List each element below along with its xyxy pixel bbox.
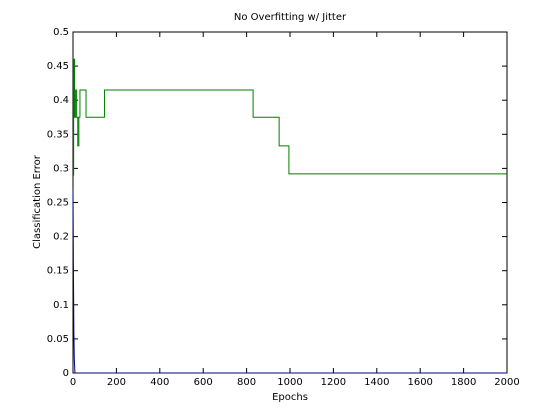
chart-title: No Overfitting w/ Jitter xyxy=(234,12,347,23)
y-tick-label: 0.1 xyxy=(53,300,69,311)
x-tick-label: 1200 xyxy=(321,377,346,388)
x-axis-label: Epochs xyxy=(272,392,308,403)
x-tick-label: 800 xyxy=(237,377,256,388)
y-tick-label: 0.25 xyxy=(47,198,69,209)
x-tick-label: 200 xyxy=(107,377,126,388)
y-axis-label: Classification Error xyxy=(32,154,43,249)
y-tick-label: 0.4 xyxy=(53,95,69,106)
x-tick-label: 400 xyxy=(150,377,169,388)
plot-area xyxy=(72,31,508,374)
x-tick-label: 1600 xyxy=(407,377,432,388)
x-tick-label: 600 xyxy=(194,377,213,388)
y-tick-label: 0.5 xyxy=(53,27,69,38)
data-line xyxy=(73,58,507,176)
y-tick-label: 0.35 xyxy=(47,129,69,140)
y-tick-label: 0.45 xyxy=(47,61,69,72)
y-tick-label: 0.3 xyxy=(53,163,69,174)
x-tick-label: 1400 xyxy=(364,377,389,388)
y-tick-label: 0.2 xyxy=(53,232,69,243)
x-tick-label: 1000 xyxy=(277,377,302,388)
data-line xyxy=(72,188,507,374)
x-tick-label: 0 xyxy=(70,377,76,388)
y-tick-label: 0.15 xyxy=(47,266,69,277)
x-tick-label: 1800 xyxy=(451,377,476,388)
x-tick-label: 2000 xyxy=(494,377,519,388)
y-tick-label: 0 xyxy=(63,368,69,379)
y-tick-label: 0.05 xyxy=(47,334,69,345)
